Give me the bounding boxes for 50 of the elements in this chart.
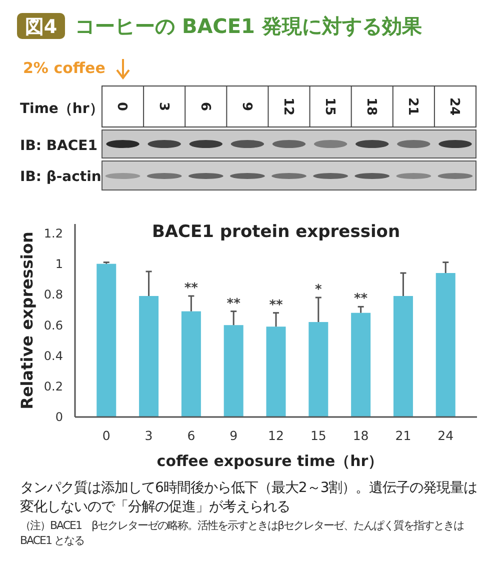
- bar: [351, 312, 371, 417]
- x-axis-title: coffee exposure time（hr）: [156, 452, 384, 470]
- bar: [96, 264, 116, 417]
- text: コーヒーの BACE1 発現に対する効果: [75, 14, 423, 38]
- text: （注）BACE1 βセクレターゼの略称。活性を示すときはβセクレターゼ、たんぱく質を指すときは BACE1 となる: [20, 518, 465, 548]
- bar: [139, 296, 159, 417]
- x-tick-label: 9: [230, 428, 238, 443]
- category-label: 18: [364, 97, 379, 116]
- x-tick-label: 18: [352, 428, 369, 443]
- bar: [436, 273, 456, 417]
- y-tick-label: 1.2: [44, 226, 63, 240]
- text: タンパク質は添加して6時間後から低下（最大2～3割）。遺伝子の発現量は変化しないので「分解の促進」が考えられる: [20, 479, 478, 517]
- category-label: 15: [322, 97, 338, 116]
- x-tick-label: 3: [144, 428, 153, 443]
- text: IB: β-actin: [20, 169, 102, 185]
- y-axis-title: Relative expression: [18, 232, 37, 410]
- y-tick-label: 0.8: [44, 288, 63, 302]
- category-label: 0: [114, 102, 130, 112]
- x-tick-label: 24: [438, 428, 454, 443]
- x-tick-label: 0: [102, 428, 110, 443]
- chart-title: BACE1 protein expression: [152, 222, 400, 242]
- y-tick-label: 0.2: [44, 380, 63, 394]
- bar: [393, 296, 413, 417]
- bar: [308, 322, 328, 417]
- category-label: 6: [197, 102, 212, 112]
- category-label: 24: [446, 97, 462, 116]
- annotation: **: [184, 280, 198, 296]
- text: 2% coffee: [23, 59, 106, 77]
- caption: 図4: [24, 16, 58, 38]
- y-tick-label: 0.6: [44, 318, 63, 332]
- text: IB: BACE1: [20, 138, 98, 154]
- x-tick-label: 15: [310, 428, 326, 443]
- bar: [224, 325, 244, 417]
- annotation: **: [269, 298, 283, 313]
- category-label: 12: [280, 97, 296, 116]
- annotation: **: [226, 296, 241, 312]
- annotation: *: [315, 282, 322, 298]
- x-tick-label: 21: [395, 428, 412, 443]
- y-tick-label: 0.4: [44, 348, 63, 363]
- bar: [266, 326, 286, 417]
- category-label: 3: [156, 102, 171, 112]
- y-tick-label: 1: [55, 257, 63, 272]
- x-tick-label: 6: [187, 428, 196, 443]
- bar: [181, 311, 201, 417]
- category-label: 9: [238, 102, 254, 112]
- x-tick-label: 12: [268, 428, 284, 443]
- text: Time（hr）: [20, 101, 104, 117]
- category-label: 21: [405, 97, 420, 116]
- y-tick-label: 0: [55, 410, 63, 424]
- annotation: **: [354, 292, 368, 307]
